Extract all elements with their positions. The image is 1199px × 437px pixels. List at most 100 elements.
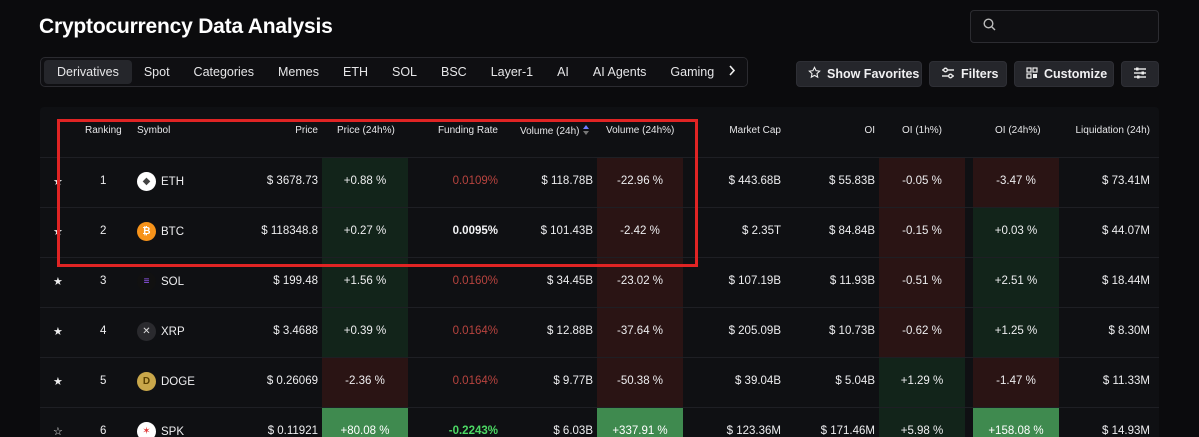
cell-price-24h: +0.88 % bbox=[343, 175, 387, 187]
tab-spot[interactable]: Spot bbox=[143, 65, 170, 79]
cell-tint bbox=[597, 157, 683, 207]
cell-symbol[interactable]: ✕ XRP bbox=[137, 322, 185, 341]
header-oi[interactable]: OI bbox=[864, 125, 875, 136]
tab-ai-agents[interactable]: AI Agents bbox=[592, 65, 647, 79]
header-liquidation-24h[interactable]: Liquidation (24h) bbox=[1075, 125, 1151, 136]
cell-price-24h: +0.27 % bbox=[343, 225, 387, 237]
favorite-star-icon[interactable]: ★ bbox=[53, 276, 63, 288]
tab-sol[interactable]: SOL bbox=[391, 65, 417, 79]
table-row[interactable]: ★ ≡ SOL 3 $ 199.48 +1.56 % 0.0160% $ 34.45B -23.… bbox=[40, 257, 1159, 307]
cell-rank: 2 bbox=[100, 225, 107, 237]
cell-tint bbox=[879, 307, 965, 357]
table-row[interactable]: ★ ✕ XRP 4 $ 3.4688 +0.39 % 0.0164% $ 12.88B -37.… bbox=[40, 307, 1159, 357]
symbol-label: XRP bbox=[161, 325, 185, 338]
favorite-star-icon[interactable]: ★ bbox=[53, 226, 63, 238]
favorite-star-icon[interactable]: ★ bbox=[53, 376, 63, 388]
tab-layer-1[interactable]: Layer-1 bbox=[490, 65, 534, 79]
filters-button[interactable]: Filters bbox=[929, 61, 1007, 87]
show-favorites-label: Show Favorites bbox=[827, 67, 920, 81]
cell-rank: 1 bbox=[100, 175, 107, 187]
table-row[interactable]: ★ D DOGE 5 $ 0.26069 -2.36 % 0.0164% $ 9.77B -50… bbox=[40, 357, 1159, 407]
cell-oi-24h: +0.03 % bbox=[994, 225, 1038, 237]
cell-rank: 5 bbox=[100, 375, 107, 387]
header-price[interactable]: Price bbox=[295, 125, 318, 136]
header-price-24h[interactable]: Price (24h%) bbox=[337, 125, 395, 136]
column-settings-button[interactable] bbox=[1121, 61, 1159, 87]
search-box[interactable] bbox=[970, 10, 1159, 43]
header-volume-24h[interactable]: Volume (24h) bbox=[520, 125, 590, 138]
cell-market-cap: $ 205.09B bbox=[728, 325, 781, 337]
symbol-label: SPK bbox=[161, 425, 185, 437]
cell-tint bbox=[322, 307, 408, 357]
cell-liquidation-24h: $ 11.33M bbox=[1102, 375, 1150, 387]
cell-tint bbox=[973, 207, 1059, 257]
cell-rank: 4 bbox=[100, 325, 107, 337]
cell-symbol[interactable]: ≡ SOL bbox=[137, 272, 184, 291]
cell-tint bbox=[597, 407, 683, 437]
cell-symbol[interactable]: ✶ SPK bbox=[137, 422, 184, 437]
header-oi-24h[interactable]: OI (24h%) bbox=[995, 125, 1041, 136]
cell-symbol[interactable]: ◆ ETH bbox=[137, 172, 184, 191]
cell-oi-1h: -0.62 % bbox=[902, 325, 942, 337]
header-symbol[interactable]: Symbol bbox=[137, 125, 171, 136]
cell-rank: 6 bbox=[100, 425, 107, 437]
cell-oi: $ 11.93B bbox=[829, 275, 875, 287]
sliders-icon bbox=[941, 67, 955, 82]
favorite-star-outline-icon[interactable]: ☆ bbox=[53, 426, 63, 437]
cell-symbol[interactable]: D DOGE bbox=[137, 372, 195, 391]
cell-tint bbox=[879, 207, 965, 257]
star-icon bbox=[808, 66, 821, 82]
cell-liquidation-24h: $ 44.07M bbox=[1102, 225, 1150, 237]
tab-eth[interactable]: ETH bbox=[342, 65, 368, 79]
symbol-label: ETH bbox=[161, 175, 184, 188]
header-funding-rate[interactable]: Funding Rate bbox=[437, 125, 498, 136]
header-market-cap[interactable]: Market Cap bbox=[729, 125, 781, 136]
header-ranking[interactable]: Ranking bbox=[85, 125, 122, 136]
spk-coin-icon: ✶ bbox=[137, 422, 156, 437]
tab-memes[interactable]: Memes bbox=[278, 65, 319, 79]
cell-funding-rate: 0.0109% bbox=[452, 175, 498, 187]
cell-oi-1h: +1.29 % bbox=[900, 375, 944, 387]
cell-price-24h: +1.56 % bbox=[343, 275, 387, 287]
cell-funding-rate: 0.0160% bbox=[452, 275, 498, 287]
tab-gaming[interactable]: Gaming bbox=[670, 65, 715, 79]
show-favorites-button[interactable]: Show Favorites bbox=[796, 61, 922, 87]
cell-oi-1h: -0.05 % bbox=[902, 175, 942, 187]
tab-derivatives[interactable]: Derivatives bbox=[44, 60, 132, 84]
table-row[interactable]: ☆ ✶ SPK 6 $ 0.11921 +80.08 % -0.2243% $ 6.03B +3… bbox=[40, 407, 1159, 437]
row-divider bbox=[40, 357, 1159, 358]
header-volume-24h-pct[interactable]: Volume (24h%) bbox=[606, 125, 675, 136]
filters-label: Filters bbox=[961, 67, 999, 81]
cell-liquidation-24h: $ 8.30M bbox=[1108, 325, 1150, 337]
cell-oi-24h: -1.47 % bbox=[996, 375, 1036, 387]
favorite-star-icon[interactable]: ★ bbox=[53, 176, 63, 188]
header-oi-1h[interactable]: OI (1h%) bbox=[902, 125, 943, 136]
favorite-star-icon[interactable]: ★ bbox=[53, 326, 63, 338]
symbol-label: SOL bbox=[161, 275, 185, 288]
cell-tint bbox=[879, 407, 965, 437]
cell-market-cap: $ 39.04B bbox=[734, 375, 781, 387]
cell-funding-rate: 0.0164% bbox=[452, 375, 498, 387]
row-divider bbox=[40, 157, 1159, 158]
search-icon bbox=[983, 17, 996, 36]
cell-market-cap: $ 107.19B bbox=[728, 275, 781, 287]
tab-categories[interactable]: Categories bbox=[193, 65, 254, 79]
cell-price: $ 199.48 bbox=[273, 275, 318, 287]
table-row[interactable]: ★ ◆ ETH 1 $ 3678.73 +0.88 % 0.0109% $ 118.78B -2… bbox=[40, 157, 1159, 207]
cell-tint bbox=[322, 357, 408, 407]
tab-ai[interactable]: AI bbox=[557, 65, 569, 79]
cell-price: $ 3.4688 bbox=[273, 325, 318, 337]
search-input[interactable] bbox=[1004, 19, 1154, 34]
xrp-coin-icon: ✕ bbox=[137, 322, 156, 341]
row-divider bbox=[40, 207, 1159, 208]
tab-bsc[interactable]: BSC bbox=[441, 65, 467, 79]
page-title: Cryptocurrency Data Analysis bbox=[39, 15, 333, 38]
customize-button[interactable]: Customize bbox=[1014, 61, 1114, 87]
cell-symbol[interactable]: ₿ BTC bbox=[137, 222, 184, 241]
tabs-scroll-right-button[interactable] bbox=[717, 58, 747, 86]
cell-tint bbox=[879, 357, 965, 407]
cell-tint bbox=[973, 157, 1059, 207]
table-row[interactable]: ★ ₿ BTC 2 $ 118348.8 +0.27 % 0.0095% $ 101.43B -… bbox=[40, 207, 1159, 257]
cell-oi: $ 55.83B bbox=[828, 175, 875, 187]
row-divider bbox=[40, 307, 1159, 308]
